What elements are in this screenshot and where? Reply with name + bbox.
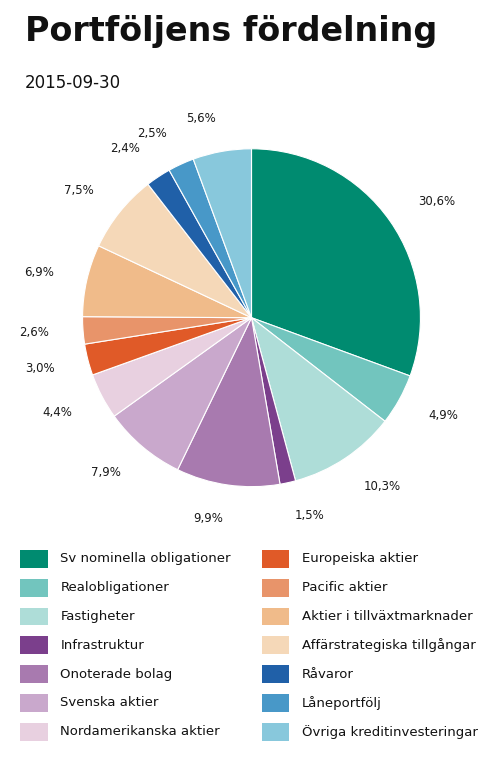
Text: Nordamerikanska aktier: Nordamerikanska aktier — [60, 725, 220, 738]
Text: 7,5%: 7,5% — [63, 184, 93, 197]
Wedge shape — [193, 148, 252, 318]
Text: 3,0%: 3,0% — [26, 361, 55, 374]
Wedge shape — [99, 184, 252, 318]
Text: Portföljens fördelning: Portföljens fördelning — [25, 15, 438, 49]
Bar — [262, 694, 289, 712]
Text: Svenska aktier: Svenska aktier — [60, 696, 159, 709]
Wedge shape — [82, 246, 252, 318]
Wedge shape — [85, 318, 252, 375]
Text: Realobligationer: Realobligationer — [60, 581, 169, 594]
Text: 6,9%: 6,9% — [24, 266, 54, 279]
Text: 2,5%: 2,5% — [137, 127, 167, 140]
Text: Onoterade bolag: Onoterade bolag — [60, 667, 173, 680]
Text: 9,9%: 9,9% — [193, 512, 223, 525]
Bar — [262, 636, 289, 654]
Bar — [20, 550, 48, 568]
Text: 2,6%: 2,6% — [20, 326, 49, 339]
Text: 7,9%: 7,9% — [91, 466, 121, 479]
Text: Råvaror: Råvaror — [302, 667, 354, 680]
Text: 5,6%: 5,6% — [186, 112, 216, 125]
Text: Europeiska aktier: Europeiska aktier — [302, 552, 418, 565]
Bar — [262, 550, 289, 568]
Text: Fastigheter: Fastigheter — [60, 610, 135, 623]
Text: 4,9%: 4,9% — [429, 409, 459, 422]
Text: Övriga kreditinvesteringar: Övriga kreditinvesteringar — [302, 724, 478, 739]
Text: Aktier i tillväxtmarknader: Aktier i tillväxtmarknader — [302, 610, 472, 623]
Text: Pacific aktier: Pacific aktier — [302, 581, 387, 594]
Text: Sv nominella obligationer: Sv nominella obligationer — [60, 552, 231, 565]
Bar — [262, 665, 289, 683]
Wedge shape — [169, 159, 252, 318]
Wedge shape — [252, 318, 385, 481]
Wedge shape — [252, 148, 421, 376]
Text: 2,4%: 2,4% — [110, 142, 140, 155]
Wedge shape — [114, 318, 252, 470]
Text: 10,3%: 10,3% — [364, 480, 401, 493]
Text: 30,6%: 30,6% — [417, 195, 455, 209]
Wedge shape — [93, 318, 252, 416]
Bar — [262, 723, 289, 740]
Wedge shape — [178, 318, 280, 486]
Bar — [20, 636, 48, 654]
Bar — [20, 723, 48, 740]
Wedge shape — [82, 317, 252, 344]
Text: Affärstrategiska tillgångar: Affärstrategiska tillgångar — [302, 638, 475, 652]
Text: Låneportfölj: Låneportfölj — [302, 696, 382, 710]
Text: 1,5%: 1,5% — [295, 509, 325, 522]
Text: Infrastruktur: Infrastruktur — [60, 638, 144, 652]
Bar — [20, 694, 48, 712]
Wedge shape — [148, 170, 252, 318]
Text: 2015-09-30: 2015-09-30 — [25, 74, 121, 92]
Bar — [20, 665, 48, 683]
Bar — [262, 607, 289, 626]
Wedge shape — [252, 318, 410, 422]
Wedge shape — [252, 318, 296, 484]
Bar — [20, 607, 48, 626]
Text: 4,4%: 4,4% — [42, 406, 72, 419]
Bar — [20, 579, 48, 597]
Bar — [262, 579, 289, 597]
